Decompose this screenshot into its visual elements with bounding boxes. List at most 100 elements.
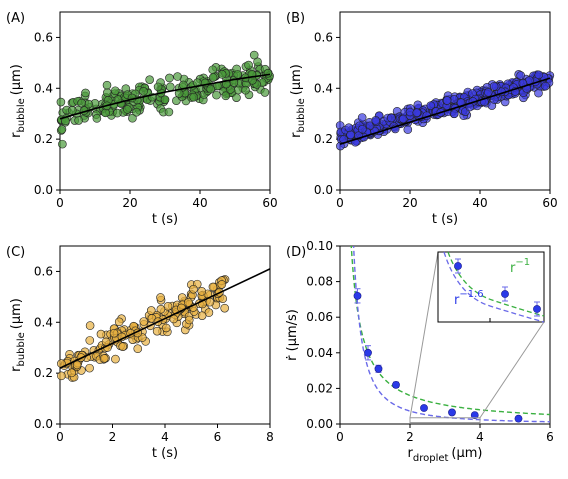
data-point — [420, 404, 428, 412]
data-point — [101, 108, 110, 118]
data-point — [534, 70, 544, 80]
y-tick-label: 0.10 — [306, 239, 333, 253]
data-point — [534, 88, 543, 98]
y-axis-label: rbubble (µm) — [9, 64, 27, 138]
data-point — [132, 107, 141, 117]
data-point — [483, 88, 493, 97]
data-point — [156, 304, 166, 314]
y-tick-label: 0.04 — [306, 346, 333, 360]
data-point — [217, 70, 227, 79]
data-point — [163, 302, 173, 311]
y-label-unit: (µm) — [289, 64, 304, 95]
data-point — [56, 97, 66, 107]
data-point — [145, 75, 154, 84]
data-point — [58, 139, 67, 149]
inset-fit-blue — [443, 251, 545, 323]
y-tick-label: 0.4 — [34, 81, 53, 95]
x-axis-label: t (s) — [432, 212, 458, 227]
y-tick-label: 0.08 — [306, 275, 333, 289]
zoom-connector — [409, 251, 439, 418]
data-point — [189, 284, 198, 294]
panel-b: 0 20 40 60 0.0 0.2 0.4 0.6 (B) t (s) rbubble (µm) — [286, 11, 558, 227]
y-tick-label: 0.4 — [34, 315, 53, 329]
data-point — [156, 293, 165, 302]
y-tick-label: 0.0 — [34, 417, 53, 431]
plot-frame — [339, 11, 551, 191]
data-point — [448, 408, 456, 417]
data-point — [426, 101, 436, 110]
data-point — [57, 125, 67, 134]
x-tick-label: 40 — [192, 196, 207, 210]
x-axis-label: t (s) — [152, 446, 178, 461]
x-axis-label: rdroplet (µm) — [408, 446, 483, 464]
data-point — [260, 88, 270, 97]
plot-frame — [339, 245, 551, 425]
data-point — [412, 108, 422, 118]
inset-label-blue: r−1.6 — [454, 289, 484, 308]
data-point — [241, 85, 250, 95]
inset-data-point — [533, 305, 541, 313]
y-tick-label: 0.6 — [34, 30, 53, 44]
x-label-sub: droplet — [413, 453, 449, 464]
panel-d: 0 2 4 60.000.020.040.060.080.10(D)rdroplet(… — [285, 239, 554, 464]
data-point — [114, 317, 124, 327]
data-point — [263, 68, 273, 78]
inset-label-blue-exp: −1.6 — [459, 289, 483, 300]
y-label-sub: bubble — [296, 98, 307, 132]
panel-label: (B) — [286, 11, 305, 26]
scatter-points — [56, 50, 274, 149]
fit-line — [59, 73, 271, 120]
x-tick-label: 60 — [542, 196, 557, 210]
data-point — [133, 344, 143, 354]
x-tick-label: 0 — [56, 430, 64, 444]
data-point — [516, 71, 525, 80]
data-point — [113, 108, 122, 118]
data-point — [358, 124, 367, 134]
panel-label: (C) — [6, 245, 25, 260]
data-point — [208, 282, 218, 292]
inset-label-green-base: r — [510, 261, 516, 276]
data-point — [253, 57, 262, 67]
data-point — [470, 411, 479, 419]
data-point — [371, 116, 380, 125]
y-tick-label: 0.0 — [314, 183, 333, 197]
x-tick-label: 0 — [336, 196, 344, 210]
data-point — [110, 86, 120, 96]
data-point — [208, 65, 218, 75]
data-point — [102, 80, 112, 90]
data-point — [217, 280, 227, 289]
x-label-unit: (µm) — [451, 446, 482, 461]
data-point — [344, 123, 354, 132]
data-point — [514, 414, 523, 423]
panel-a: 0 20 40 60 0.0 0.2 0.4 0.6 (A) t (s) rbubble (µm) — [6, 11, 278, 227]
data-point — [164, 107, 174, 117]
data-point — [85, 321, 95, 330]
x-tick-label: 6 — [546, 430, 554, 444]
y-axis-label: rbubble (µm) — [289, 64, 307, 138]
y-label-main: r — [9, 366, 24, 372]
data-point — [374, 364, 383, 373]
y-tick-label: 0.6 — [314, 30, 333, 44]
data-point — [139, 87, 148, 96]
data-point — [197, 311, 207, 320]
data-point — [232, 93, 241, 102]
data-point — [233, 85, 243, 95]
y-tick-label: 0.2 — [314, 132, 333, 146]
fit-curve — [350, 246, 550, 416]
zoom-box — [409, 417, 481, 424]
data-point — [387, 113, 396, 123]
scatter-points — [335, 70, 555, 151]
y-tick-label: 0.4 — [314, 81, 333, 95]
zoom-connector — [479, 321, 545, 419]
y-tick-label: 0.02 — [306, 381, 333, 395]
x-tick-label: 0 — [56, 196, 64, 210]
inset-label-blue-base: r — [454, 293, 460, 308]
x-tick-label: 2 — [406, 430, 414, 444]
x-tick-label: 6 — [214, 430, 222, 444]
y-label-sub: bubble — [16, 332, 27, 366]
y-label-main: r — [289, 132, 304, 138]
data-point — [67, 106, 77, 115]
data-point — [249, 50, 259, 60]
data-point — [161, 323, 171, 333]
data-point — [221, 91, 231, 101]
